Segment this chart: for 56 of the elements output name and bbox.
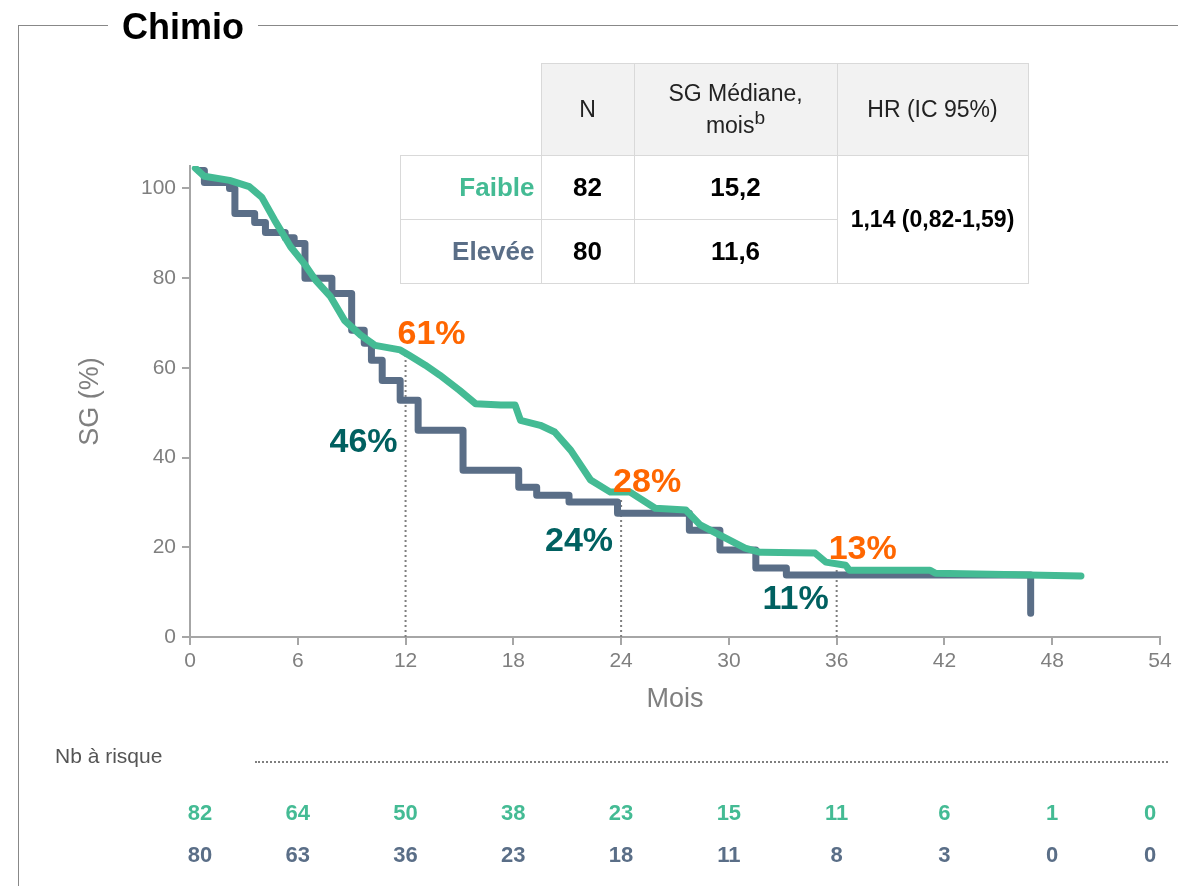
x-tick-label: 24 — [609, 648, 634, 672]
annotation: 46% — [329, 421, 398, 460]
text: 3 — [938, 842, 951, 868]
x-tick-label: 36 — [824, 648, 849, 672]
x-tick-label: 48 — [1040, 648, 1064, 672]
annotation: 11,6 — [634, 219, 837, 284]
y-axis-title: SG (%) — [73, 357, 104, 446]
annotation: 61% — [397, 312, 466, 351]
y-tick-label: 0 — [164, 623, 176, 647]
annotation: 28% — [613, 460, 682, 499]
annotation: 24% — [545, 519, 614, 558]
text: 11 — [717, 842, 741, 868]
text: 82 — [187, 800, 213, 826]
text: Elevée — [400, 219, 541, 284]
x-tick-label: 54 — [1148, 648, 1172, 672]
annotation: 80 — [541, 219, 634, 284]
annotation: 15,2 — [634, 155, 837, 220]
text: 15 — [716, 800, 742, 826]
text: 63 — [285, 842, 311, 868]
x-axis-title: Mois — [646, 683, 704, 714]
x-tick-label: 6 — [291, 648, 304, 672]
chart-title: Chimio — [108, 6, 258, 48]
text: 23 — [501, 842, 526, 868]
annotation: 82 — [541, 155, 634, 220]
text: 80 — [187, 842, 213, 868]
x-tick-label: 12 — [393, 648, 418, 672]
text: 11 — [825, 800, 849, 826]
x-tick-label: 0 — [184, 648, 196, 672]
text: 8 — [830, 842, 843, 868]
text: 0 — [1143, 842, 1157, 868]
annotation: 11% — [762, 578, 829, 617]
text: 23 — [608, 800, 634, 826]
text: Nb à risque — [55, 744, 163, 768]
text: Faible — [400, 155, 541, 220]
text: SG Médiane, mois$^{b}$ — [634, 63, 837, 156]
y-tick-label: 60 — [152, 354, 176, 378]
y-tick-label: 20 — [152, 534, 176, 558]
y-tick-label: 80 — [152, 264, 176, 288]
text: 50 — [393, 800, 418, 826]
x-tick-label: 18 — [501, 648, 526, 672]
text: HR (IC 95%) — [837, 63, 1028, 156]
x-tick-label: 30 — [717, 648, 741, 672]
annotation: 1,14 (0,82-1,59) — [837, 155, 1028, 284]
text: 36 — [393, 842, 418, 868]
text: 64 — [285, 800, 311, 826]
text: 6 — [938, 800, 951, 826]
text: 0 — [1143, 800, 1157, 826]
text: N — [541, 63, 634, 156]
x-tick-label: 42 — [932, 648, 957, 672]
y-tick-label: 100 — [140, 175, 176, 199]
text: 1 — [1046, 800, 1059, 826]
text: 38 — [501, 800, 526, 826]
annotation: 13% — [828, 528, 897, 567]
y-tick-label: 40 — [152, 444, 176, 468]
text: 0 — [1046, 842, 1059, 868]
text: 18 — [608, 842, 634, 868]
